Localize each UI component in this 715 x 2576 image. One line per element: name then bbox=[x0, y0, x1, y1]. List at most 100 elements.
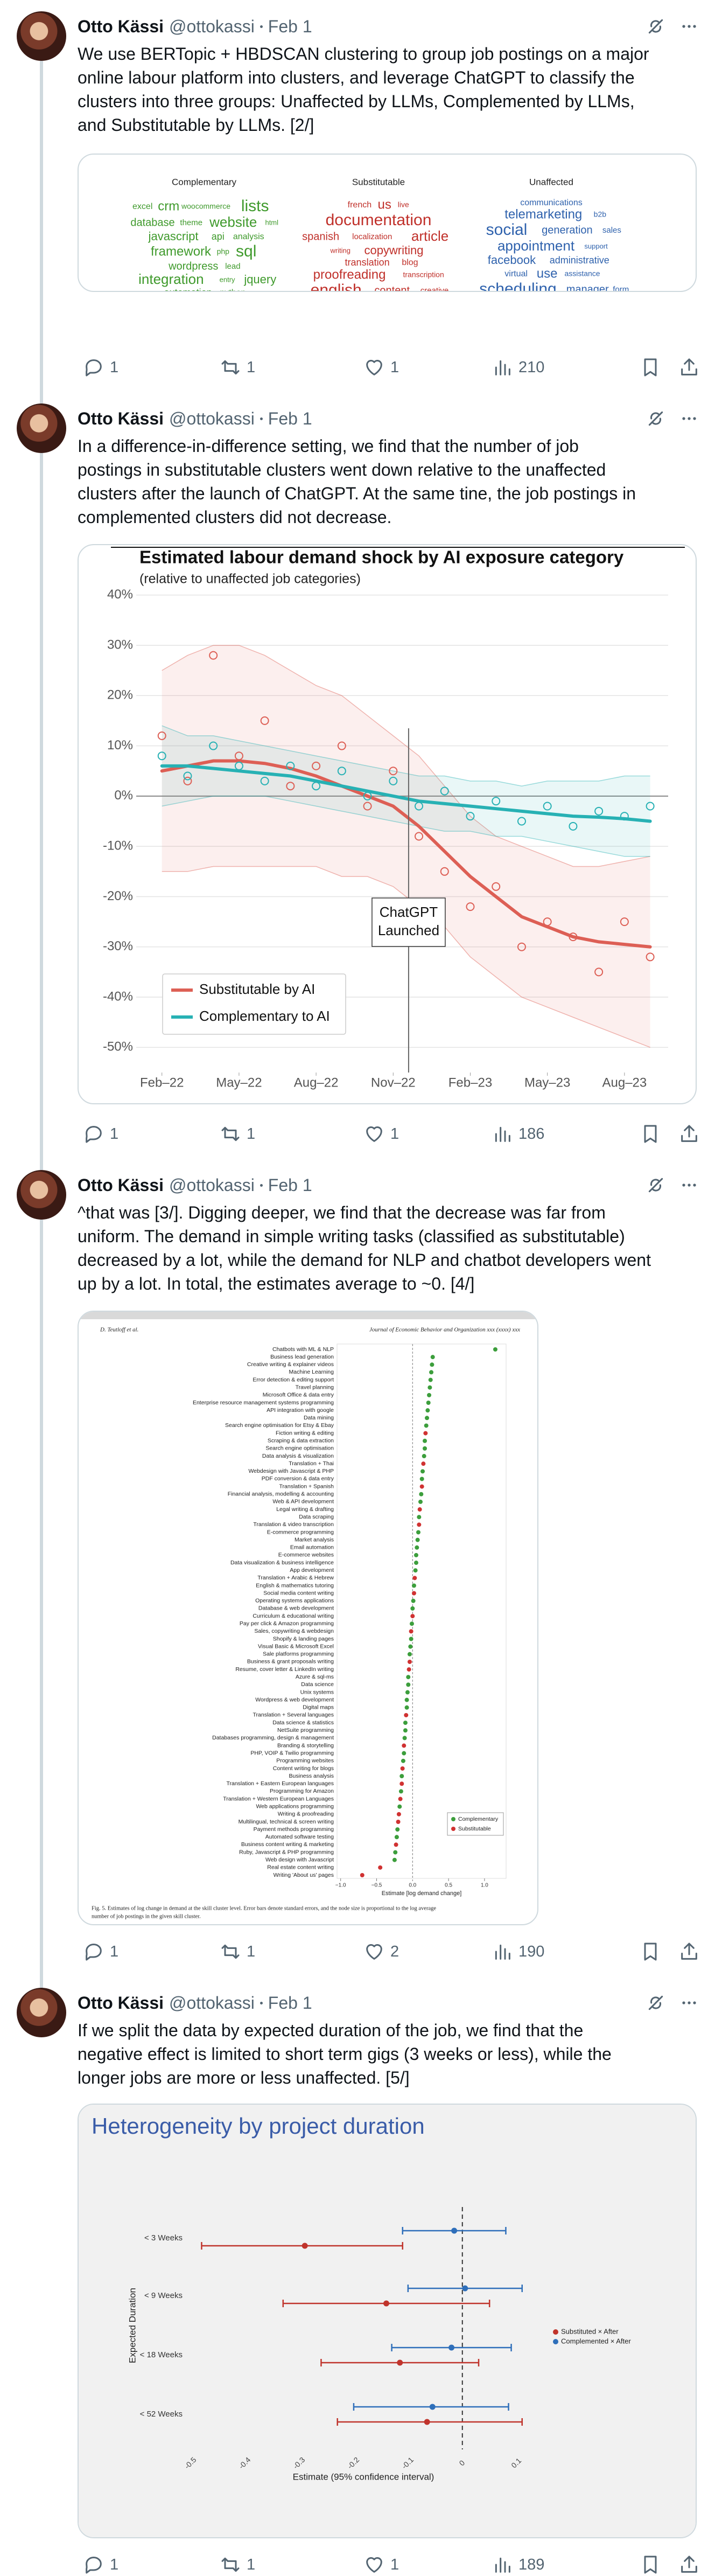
views-button[interactable] bbox=[492, 357, 513, 378]
item-label: Business lead generation bbox=[270, 1354, 334, 1360]
grok-button[interactable] bbox=[645, 1992, 667, 2014]
estimate-point bbox=[410, 1606, 415, 1611]
bookmark-button[interactable] bbox=[640, 1941, 661, 1962]
share-button[interactable] bbox=[678, 1941, 700, 1962]
repost-button[interactable] bbox=[220, 2554, 241, 2575]
image-chart: Estimated labour demand shock by AI expo… bbox=[103, 547, 685, 1090]
grok-button[interactable] bbox=[645, 16, 667, 37]
views-button[interactable] bbox=[492, 2554, 513, 2575]
x-tick-label: Aug–23 bbox=[602, 1075, 647, 1090]
share-button[interactable] bbox=[678, 2554, 700, 2575]
tweet-image[interactable]: Complementary excel crm woocommerce lists dat… bbox=[78, 154, 697, 292]
like-button[interactable] bbox=[363, 1941, 385, 1962]
reply-button[interactable] bbox=[83, 2554, 104, 2575]
cloud-word: writing bbox=[330, 246, 351, 254]
repost-button[interactable] bbox=[220, 1123, 241, 1145]
item-label: Operating systems applications bbox=[255, 1598, 334, 1604]
views-button-glyph bbox=[495, 2557, 510, 2573]
estimate-point bbox=[398, 1797, 403, 1801]
grok-glyph bbox=[648, 1178, 663, 1193]
x-tick-label: Nov–22 bbox=[371, 1075, 416, 1090]
thread-line bbox=[40, 59, 43, 1999]
repost-button[interactable] bbox=[220, 357, 241, 378]
repost-button[interactable] bbox=[220, 1941, 241, 1962]
tweet-date[interactable]: Feb 1 bbox=[268, 16, 312, 36]
views-button[interactable] bbox=[492, 1941, 513, 1962]
replies-count: 1 bbox=[110, 358, 119, 376]
more-button[interactable] bbox=[678, 408, 700, 429]
x-tick-label: Feb–22 bbox=[140, 1075, 184, 1090]
author-handle[interactable]: @ottokassi bbox=[169, 16, 255, 36]
y-tick-label: -40% bbox=[103, 989, 133, 1004]
estimate-point bbox=[430, 1362, 434, 1367]
item-label: Curriculum & educational writing bbox=[253, 1613, 334, 1619]
item-label: Search engine optimisation for Etsy & Eb… bbox=[225, 1422, 334, 1429]
bookmark-button[interactable] bbox=[640, 357, 661, 378]
bookmark-button[interactable] bbox=[640, 1123, 661, 1145]
author-handle[interactable]: @ottokassi bbox=[169, 1175, 255, 1195]
share-button[interactable] bbox=[678, 1123, 700, 1145]
author-name[interactable]: Otto Kässi bbox=[78, 408, 164, 428]
reply-button[interactable] bbox=[83, 357, 104, 378]
grok-button[interactable] bbox=[645, 408, 667, 429]
x-tick-label: -0.2 bbox=[346, 2455, 361, 2471]
tweet-date[interactable]: Feb 1 bbox=[268, 1993, 312, 2013]
like-button[interactable] bbox=[363, 357, 385, 378]
estimate-point bbox=[423, 1431, 428, 1436]
estimate-point bbox=[404, 1697, 409, 1702]
tweet-date[interactable]: Feb 1 bbox=[268, 1175, 312, 1195]
reposts-count: 1 bbox=[247, 1943, 256, 1960]
views-button[interactable] bbox=[492, 1123, 513, 1145]
more-button[interactable] bbox=[678, 1992, 700, 2014]
estimate-point bbox=[378, 1865, 383, 1870]
author-name[interactable]: Otto Kässi bbox=[78, 16, 164, 36]
grok-button[interactable] bbox=[645, 1174, 667, 1196]
estimate-point bbox=[429, 2404, 436, 2410]
cloud-word: telemarketing bbox=[504, 207, 582, 221]
cloud-word: proofreading bbox=[313, 267, 386, 282]
estimate-point bbox=[406, 1667, 411, 1672]
avatar[interactable] bbox=[17, 11, 66, 61]
author-handle[interactable]: @ottokassi bbox=[169, 408, 255, 428]
author-name[interactable]: Otto Kässi bbox=[78, 1175, 164, 1195]
item-label: Data scraping bbox=[299, 1514, 334, 1520]
bookmark-button-glyph bbox=[644, 358, 657, 377]
estimate-point bbox=[405, 1690, 410, 1695]
data-point bbox=[569, 932, 578, 942]
tweet-date[interactable]: Feb 1 bbox=[268, 408, 312, 428]
tweet-image[interactable]: Heterogeneity by project duration -0.5 -0.… bbox=[78, 2104, 697, 2538]
cloud-word: lists bbox=[241, 197, 269, 215]
author-name[interactable]: Otto Kässi bbox=[78, 1993, 164, 2013]
tweet-image[interactable]: D. Teutloff et al. Journal of Economic Be… bbox=[78, 1311, 538, 1925]
estimate-point bbox=[406, 1675, 411, 1680]
more-button[interactable] bbox=[678, 16, 700, 37]
data-point bbox=[517, 817, 526, 826]
item-label: API integration with google bbox=[267, 1407, 334, 1414]
repost-button-glyph bbox=[221, 360, 240, 375]
share-button-glyph bbox=[681, 1943, 697, 1960]
x-tick-label: 0.5 bbox=[445, 1883, 452, 1889]
bookmark-button[interactable] bbox=[640, 2554, 661, 2575]
estimate-point bbox=[420, 1469, 425, 1474]
more-dot bbox=[693, 1183, 696, 1187]
x-axis-label: Estimate (95% confidence interval) bbox=[293, 2471, 434, 2482]
reply-button[interactable] bbox=[83, 1123, 104, 1145]
cloud-title: Complementary bbox=[172, 177, 236, 187]
band-edge bbox=[162, 866, 650, 1048]
estimate-point bbox=[411, 1598, 416, 1603]
author-handle[interactable]: @ottokassi bbox=[169, 1993, 255, 2013]
item-label: Webdesign with Javascript & PHP bbox=[248, 1468, 334, 1474]
tweet-text: longer jobs are more or less unaffected.… bbox=[78, 2068, 410, 2087]
like-button-glyph bbox=[366, 1944, 382, 1960]
share-button[interactable] bbox=[678, 357, 700, 378]
like-button[interactable] bbox=[363, 1123, 385, 1145]
more-button[interactable] bbox=[678, 1174, 700, 1196]
item-label: Web & API development bbox=[272, 1499, 334, 1505]
reply-button[interactable] bbox=[83, 1941, 104, 1962]
tweet-image[interactable]: Estimated labour demand shock by AI expo… bbox=[78, 544, 697, 1104]
estimate-point bbox=[395, 1827, 400, 1832]
estimate-point bbox=[417, 1507, 422, 1512]
tweet-header: Otto Kässi @ottokassi Feb 1 bbox=[78, 1173, 312, 1197]
like-button[interactable] bbox=[363, 2554, 385, 2575]
estimate-point bbox=[401, 1758, 405, 1763]
